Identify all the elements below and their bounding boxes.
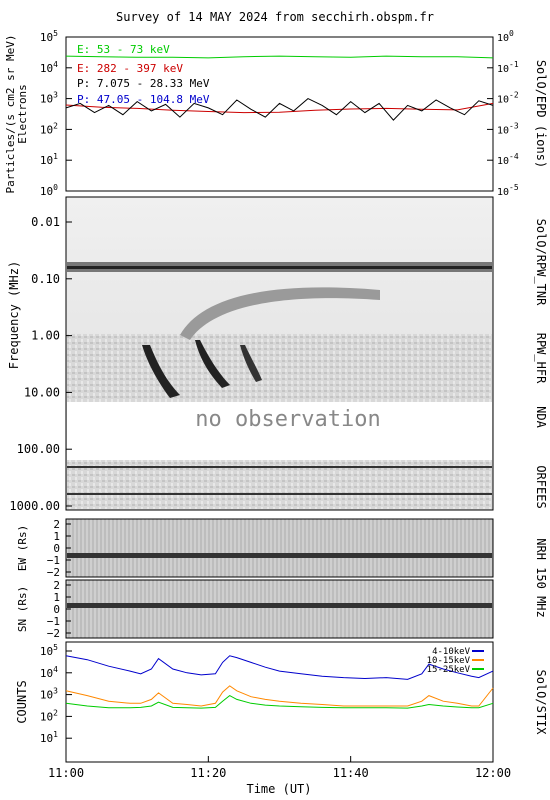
stix-series-line-3 xyxy=(65,695,494,709)
epd-ytick-label-right: 100 xyxy=(497,29,514,44)
stix-ytick-label: 102 xyxy=(40,708,58,723)
epd-legend-2: E: 282 - 397 keV xyxy=(77,62,183,75)
epd-ylabel-electrons: Electrons xyxy=(16,84,29,144)
stix-ytick-label: 105 xyxy=(40,643,58,658)
epd-right-label: SolO/EPD (ions) xyxy=(534,60,548,168)
spectrogram-ytick-label: 100.00 xyxy=(17,442,60,456)
epd-ytick-label-left: 102 xyxy=(40,121,58,136)
epd-ytick-label-right: 10-2 xyxy=(497,91,519,106)
epd-ytick-label-left: 101 xyxy=(40,152,58,167)
spectrogram-ytick-label: 1.00 xyxy=(31,329,60,343)
stix-ytick-label: 103 xyxy=(40,687,58,702)
spectrogram-ytick-label: 0.10 xyxy=(31,272,60,286)
nrh-ytick-label: −1 xyxy=(47,554,60,567)
epd-ytick-label-right: 10-5 xyxy=(497,183,519,198)
x-axis-tick-label: 12:00 xyxy=(475,766,511,780)
right-label-hfr: RPW_HFR xyxy=(534,333,548,384)
epd-series-line-1 xyxy=(65,55,494,59)
epd-legend-3: P: 7.075 - 28.33 MeV xyxy=(77,77,210,90)
stix-ylabel: COUNTS xyxy=(15,680,29,723)
epd-legend-4: P: 47.05 - 104.8 MeV xyxy=(77,93,210,106)
stix-ytick-label: 101 xyxy=(40,730,58,745)
epd-ytick-label-right: 10-3 xyxy=(497,121,519,136)
nrh-ytick-label: 1 xyxy=(53,591,60,604)
x-axis-tick-label: 11:00 xyxy=(48,766,84,780)
epd-ytick-label-right: 10-4 xyxy=(497,152,519,167)
stix-ytick-label: 104 xyxy=(40,665,58,680)
nrh-ytick-label: 1 xyxy=(53,530,60,543)
nrh-ew-ylabel: EW (Rs) xyxy=(16,525,29,571)
spectrogram-ylabel: Frequency (MHz) xyxy=(7,261,21,369)
spectrogram-ytick-label: 0.01 xyxy=(31,215,60,229)
epd-ytick-label-left: 100 xyxy=(40,183,58,198)
nrh-right-label: NRH 150 MHz xyxy=(534,538,548,617)
stix-right-label: SolO/STIX xyxy=(534,669,548,735)
stix-legend-label-2: 10-15keV xyxy=(427,656,471,666)
stix-series-line-2 xyxy=(65,685,494,707)
spectrogram-detail xyxy=(67,262,492,509)
nrh-ew-centerline xyxy=(67,553,492,558)
nrh-ytick-label: −1 xyxy=(47,615,60,628)
x-axis-tick-label: 11:40 xyxy=(333,766,369,780)
nrh-sn-panel xyxy=(65,579,494,639)
right-label-tnr: SolO/RPW_TNR xyxy=(534,219,548,306)
epd-legend-1: E: 53 - 73 keV xyxy=(77,43,170,56)
nrh-ytick-label: −2 xyxy=(47,566,60,579)
epd-ytick-label-left: 104 xyxy=(40,60,58,75)
nrh-ytick-label: 2 xyxy=(53,518,60,531)
nrh-sn-ylabel: SN (Rs) xyxy=(16,586,29,632)
nrh-ytick-label: 2 xyxy=(53,579,60,592)
spectrogram-ytick-label: 1000.00 xyxy=(9,499,60,513)
epd-series-line-3 xyxy=(65,98,494,121)
right-label-nda: NDA xyxy=(534,406,548,428)
epd-series-line-2 xyxy=(65,102,494,114)
no-observation-label: no observation xyxy=(195,407,380,432)
stix-legend-label-1: 4-10keV xyxy=(432,647,471,657)
epd-ylabel: Particles/(s cm2 sr MeV) xyxy=(4,35,17,194)
nrh-sn-centerline xyxy=(67,603,492,608)
epd-ytick-label-left: 105 xyxy=(40,29,58,44)
stix-legend-label-3: 15-25keV xyxy=(427,665,471,675)
spectrogram-ytick-label: 10.00 xyxy=(24,385,60,399)
x-axis-tick-label: 11:20 xyxy=(190,766,226,780)
stix-panel-frame xyxy=(65,641,494,763)
epd-ytick-label-right: 10-1 xyxy=(497,60,519,75)
epd-ytick-label-left: 103 xyxy=(40,91,58,106)
x-axis-label: Time (UT) xyxy=(246,782,311,796)
stix-series-line-1 xyxy=(65,655,494,680)
nrh-ytick-label: −2 xyxy=(47,627,60,640)
epd-panel-frame xyxy=(65,36,494,192)
chart-title: Survey of 14 MAY 2024 from secchirh.obsp… xyxy=(116,10,434,24)
nrh-ew-panel xyxy=(65,518,494,578)
nrh-ytick-label: 0 xyxy=(53,603,60,616)
right-label-orfees: ORFEES xyxy=(534,465,548,508)
nrh-ytick-label: 0 xyxy=(53,542,60,555)
